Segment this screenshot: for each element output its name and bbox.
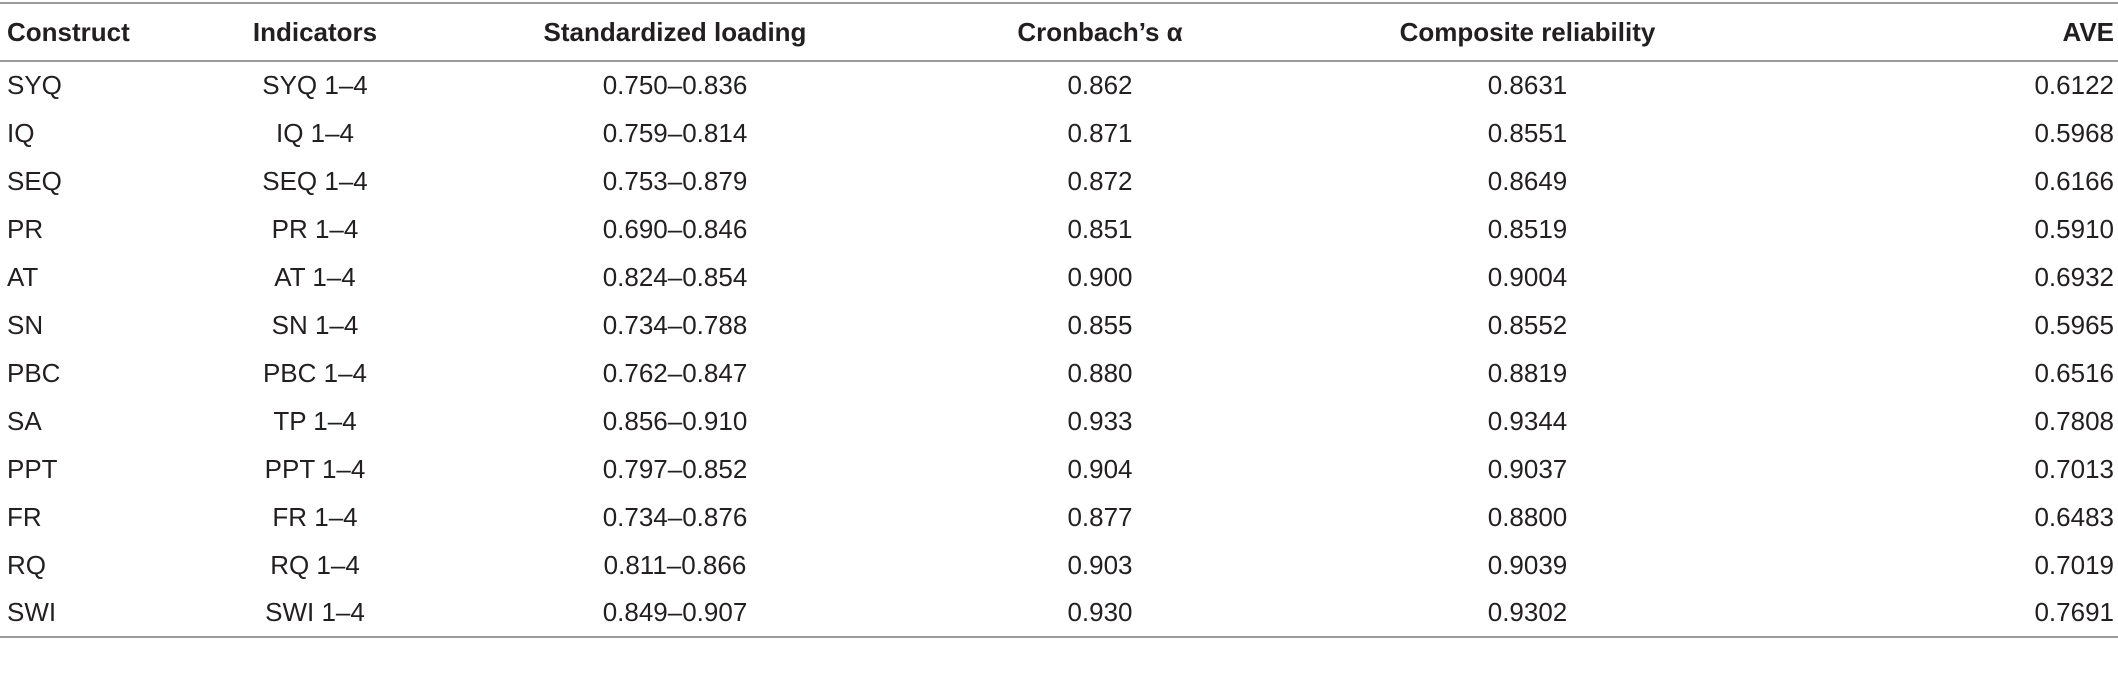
construct-cell: SA [7, 405, 42, 436]
construct-cell: SWI [0, 589, 200, 638]
table-row: FR FR 1–4 0.734–0.876 0.877 0.8800 0.6483 [0, 493, 2118, 541]
construct-cell: PR [7, 213, 44, 244]
composite-reliability-cell: 0.8819 [1487, 357, 1568, 388]
construct-cell: IQ [7, 117, 35, 148]
construct-cell: PPT [7, 453, 58, 484]
table-row: SYQ SYQ 1–4 0.750–0.836 0.862 0.8631 0.6122 [0, 61, 2118, 109]
table-row: PBC PBC 1–4 0.762–0.847 0.880 0.8819 0.6516 [0, 349, 2118, 397]
composite-reliability-cell: 0.8649 [1487, 165, 1568, 196]
table-row: SA TP 1–4 0.856–0.910 0.933 0.9344 0.7808 [0, 397, 2118, 445]
header-standardized-loading: Standardized loading [430, 2, 920, 62]
cronbachs-alpha-cell: 0.900 [1067, 261, 1133, 292]
cronbachs-alpha-cell: 0.872 [1067, 165, 1133, 196]
composite-reliability-cell: 0.8552 [1487, 309, 1568, 340]
ave-cell: 0.7013 [2034, 453, 2114, 484]
indicators-cell: TP 1–4 [273, 405, 357, 436]
standardized-loading-cell: 0.750–0.836 [602, 70, 748, 100]
composite-reliability-cell: 0.8800 [1487, 501, 1568, 532]
ave-cell: 0.6166 [2034, 165, 2114, 196]
composite-reliability-cell: 0.9039 [1487, 549, 1568, 580]
composite-reliability-cell: 0.9344 [1487, 405, 1568, 436]
indicators-cell: SWI 1–4 [200, 589, 430, 638]
header-cronbachs-alpha: Cronbach’s α [920, 2, 1280, 62]
header-ave: AVE [1775, 2, 2118, 62]
table-row: PR PR 1–4 0.690–0.846 0.851 0.8519 0.5910 [0, 205, 2118, 253]
standardized-loading-cell: 0.849–0.907 [430, 589, 920, 638]
indicators-cell: PBC 1–4 [262, 357, 368, 388]
standardized-loading-cell: 0.753–0.879 [602, 165, 748, 196]
table-row: SN SN 1–4 0.734–0.788 0.855 0.8552 0.5965 [0, 301, 2118, 349]
construct-cell: SN [7, 309, 44, 340]
cronbachs-alpha-cell: 0.904 [1067, 453, 1133, 484]
composite-reliability-cell: 0.8551 [1487, 117, 1568, 148]
table-row: IQ IQ 1–4 0.759–0.814 0.871 0.8551 0.5968 [0, 109, 2118, 157]
indicators-cell: SYQ 1–4 [262, 70, 368, 100]
header-composite-reliability: Composite reliability [1280, 2, 1775, 62]
composite-reliability-cell: 0.9037 [1487, 453, 1568, 484]
standardized-loading-cell: 0.690–0.846 [602, 213, 748, 244]
composite-reliability-cell: 0.9004 [1487, 261, 1568, 292]
standardized-loading-cell: 0.824–0.854 [602, 261, 748, 292]
table-row: SWI SWI 1–4 0.849–0.907 0.930 0.9302 0.7691 [0, 589, 2118, 638]
standardized-loading-cell: 0.856–0.910 [602, 405, 748, 436]
construct-cell: FR [7, 501, 42, 532]
cronbachs-alpha-cell: 0.880 [1067, 357, 1133, 388]
measurement-model-table: Construct Indicators Standardized loadin… [0, 2, 2118, 638]
cronbachs-alpha-cell: 0.903 [1067, 549, 1133, 580]
cronbachs-alpha-cell: 0.877 [1067, 501, 1133, 532]
ave-cell: 0.7808 [2034, 405, 2114, 436]
table-row: RQ RQ 1–4 0.811–0.866 0.903 0.9039 0.7019 [0, 541, 2118, 589]
indicators-cell: SN 1–4 [271, 309, 359, 340]
cronbachs-alpha-cell: 0.933 [1067, 405, 1133, 436]
cronbachs-alpha-cell: 0.851 [1067, 213, 1133, 244]
table-row: PPT PPT 1–4 0.797–0.852 0.904 0.9037 0.7013 [0, 445, 2118, 493]
header-indicators: Indicators [200, 2, 430, 62]
composite-reliability-cell: 0.9302 [1280, 589, 1775, 638]
standardized-loading-cell: 0.811–0.866 [603, 549, 747, 580]
indicators-cell: RQ 1–4 [270, 549, 360, 580]
indicators-cell: IQ 1–4 [275, 117, 355, 148]
ave-cell: 0.7019 [2034, 549, 2114, 580]
standardized-loading-cell: 0.734–0.876 [602, 501, 748, 532]
cronbachs-alpha-cell: 0.862 [1067, 70, 1133, 100]
cronbachs-alpha-cell: 0.855 [1067, 309, 1133, 340]
table-row: AT AT 1–4 0.824–0.854 0.900 0.9004 0.6932 [0, 253, 2118, 301]
ave-cell: 0.7691 [1775, 589, 2118, 638]
composite-reliability-cell: 0.8631 [1487, 70, 1568, 100]
construct-cell: AT [7, 261, 39, 292]
indicators-cell: SEQ 1–4 [262, 165, 368, 196]
ave-cell: 0.5910 [2034, 213, 2114, 244]
standardized-loading-cell: 0.734–0.788 [602, 309, 748, 340]
indicators-cell: FR 1–4 [272, 501, 358, 532]
standardized-loading-cell: 0.797–0.852 [602, 453, 748, 484]
composite-reliability-cell: 0.8519 [1487, 213, 1568, 244]
table-row: SEQ SEQ 1–4 0.753–0.879 0.872 0.8649 0.6166 [0, 157, 2118, 205]
header-construct: Construct [0, 2, 200, 62]
ave-cell: 0.6932 [2034, 261, 2114, 292]
indicators-cell: PR 1–4 [271, 213, 359, 244]
ave-cell: 0.5965 [2034, 309, 2114, 340]
indicators-cell: PPT 1–4 [264, 453, 366, 484]
cronbachs-alpha-cell: 0.871 [1067, 117, 1133, 148]
standardized-loading-cell: 0.762–0.847 [602, 357, 748, 388]
cronbachs-alpha-cell: 0.930 [920, 589, 1280, 638]
ave-cell: 0.5968 [2034, 117, 2114, 148]
construct-cell: SYQ [7, 70, 62, 100]
table-header-row: Construct Indicators Standardized loadin… [0, 2, 2118, 62]
standardized-loading-cell: 0.759–0.814 [602, 117, 748, 148]
indicators-cell: AT 1–4 [274, 261, 356, 292]
ave-cell: 0.6122 [2034, 70, 2114, 100]
construct-cell: RQ [7, 549, 46, 580]
ave-cell: 0.6516 [2034, 357, 2114, 388]
construct-cell: SEQ [7, 165, 62, 196]
table-body: SYQ SYQ 1–4 0.750–0.836 0.862 0.8631 0.6122 IQ… [0, 61, 2118, 638]
construct-cell: PBC [7, 357, 61, 388]
ave-cell: 0.6483 [2034, 501, 2114, 532]
